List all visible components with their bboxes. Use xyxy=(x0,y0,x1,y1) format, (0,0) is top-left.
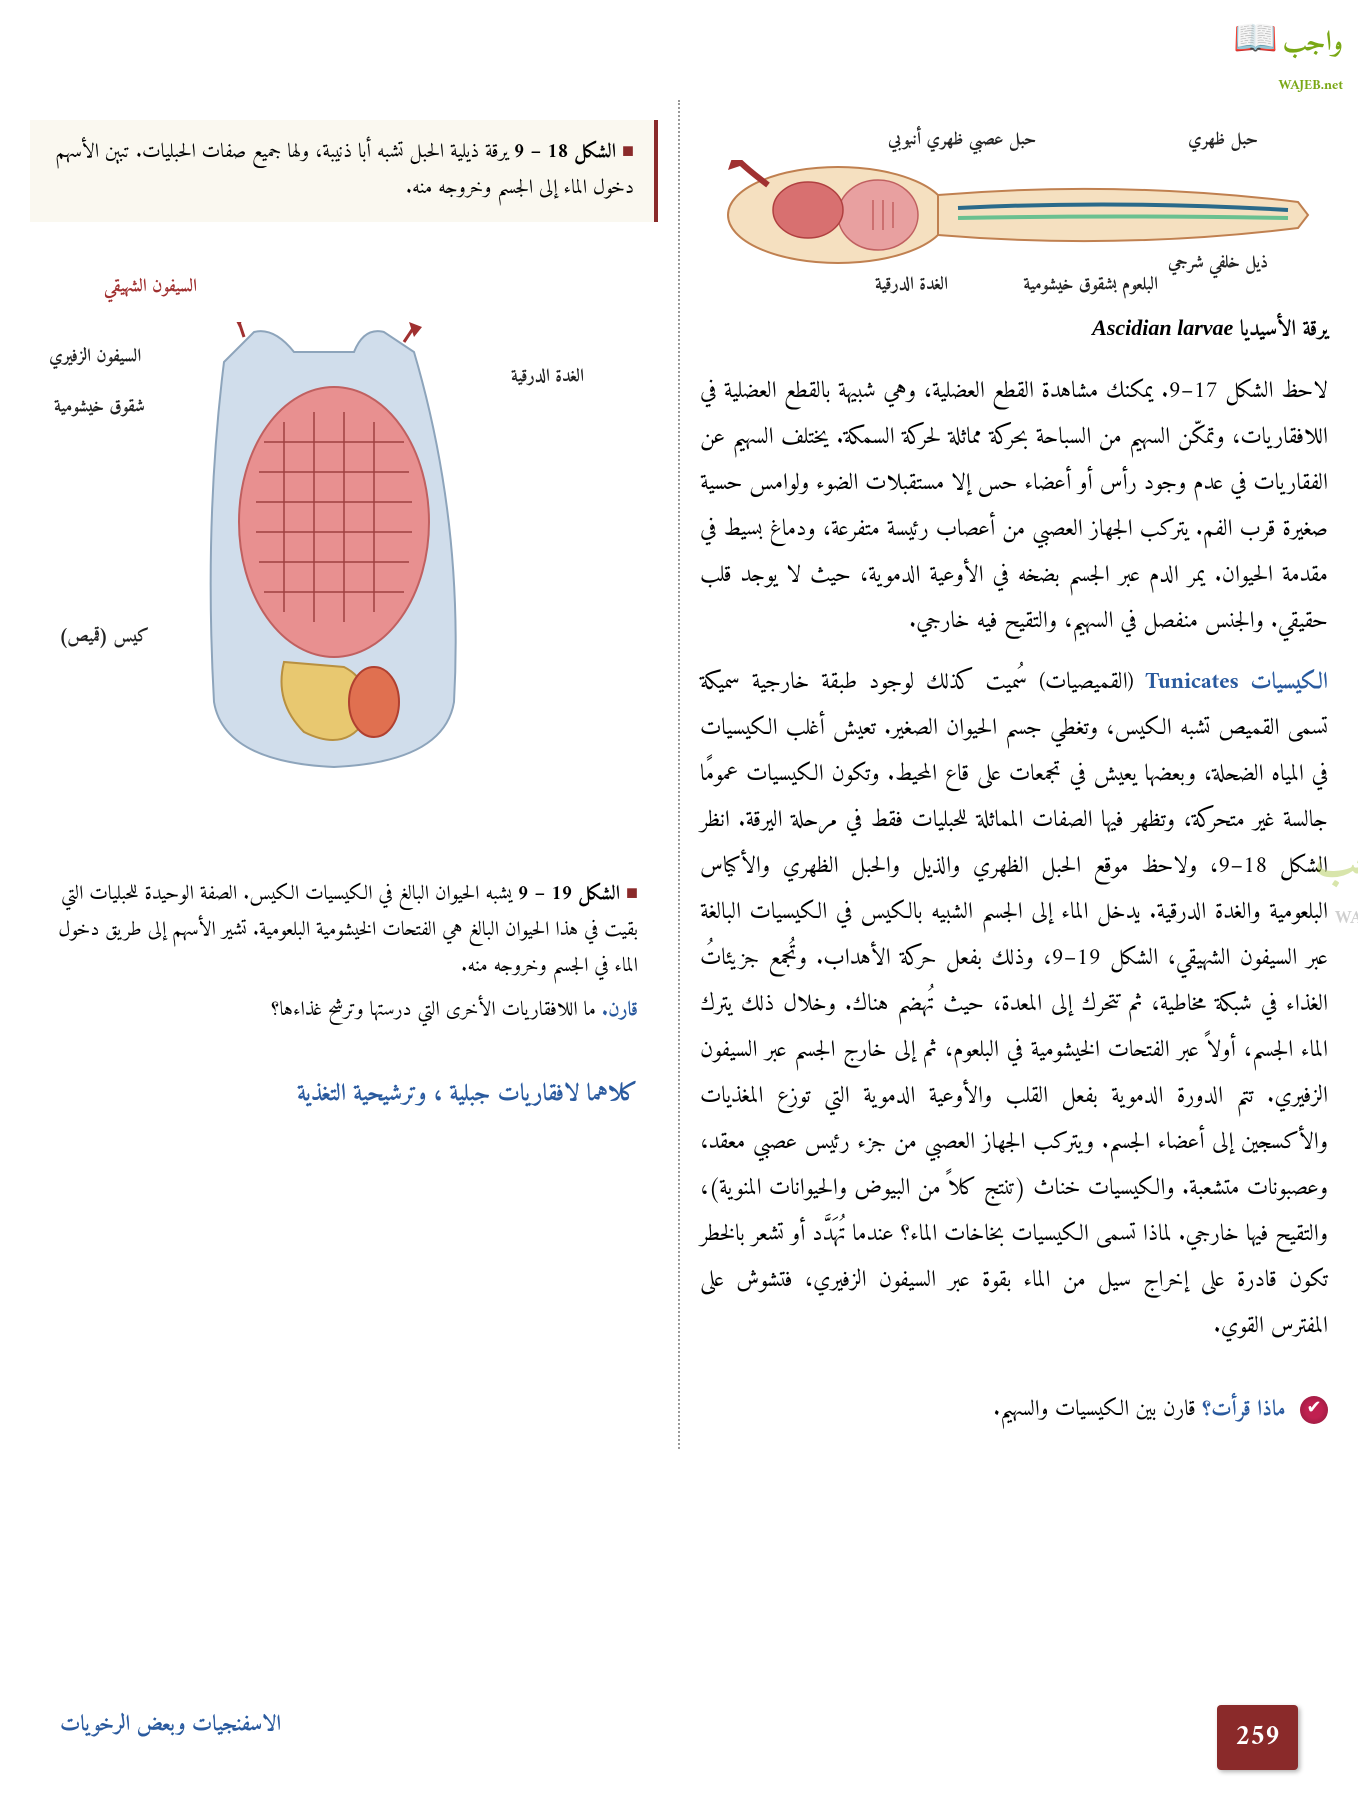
site-logo: واجب 📖 WAJEB.net xyxy=(1233,10,1343,98)
question-label: ماذا قرأت؟ xyxy=(1202,1390,1285,1429)
question-text: قارن بين الكيسيات والسهيم. xyxy=(993,1390,1196,1429)
larva-diagram: حبل عصبي ظهري أنبوبي حبل ظهري ذيل خلفي ش… xyxy=(708,120,1328,300)
tunicates-heading: الكيسيات Tunicates xyxy=(1145,662,1328,703)
label-thyroid: الغدة الدرقية xyxy=(875,270,948,301)
page-footer: 259 الاسفنجيات وبعض الرخويات xyxy=(0,1705,1358,1770)
read-question: ✔ ماذا قرأت؟ قارن بين الكيسيات والسهيم. xyxy=(700,1390,1328,1429)
book-icon: 📖 xyxy=(1233,10,1278,73)
page-number: 259 xyxy=(1217,1705,1298,1770)
compare-text: ما اللافقاريات الأخرى التي درستها وترشح … xyxy=(271,993,596,1028)
label-dorsal-cord: حبل ظهري xyxy=(1188,125,1258,156)
logo-text-en: WAJEB.net xyxy=(1233,73,1343,98)
section-title: الاسفنجيات وبعض الرخويات xyxy=(60,1705,281,1770)
tunicate-diagram: السيفون الشهيقي السيفون الزفيري الغدة ال… xyxy=(44,262,644,822)
fig18-marker: ■ xyxy=(622,135,634,170)
answer-text: كلاهما لافقاريات جبلية ، وترشيحية التغذي… xyxy=(30,1064,658,1126)
compare-label: قارن. xyxy=(602,993,638,1028)
label-nerve-cord: حبل عصبي ظهري أنبوبي xyxy=(888,125,1036,156)
label-thyroid-tunicate: الغدة الدرقية xyxy=(511,362,584,393)
logo-text-ar: واجب xyxy=(1283,19,1343,68)
figure-19-caption: ■ الشكل 19 – 9 يشبه الحيوان البالغ في ال… xyxy=(30,862,658,1044)
label-pharynx: البلعوم بشقوق خيشومية xyxy=(1023,270,1158,301)
figure-18-caption: ■ الشكل 18 – 9 يرقة ذيلية الحبل تشبه أبا… xyxy=(30,120,658,222)
larva-title-latin: Ascidian larvae xyxy=(1092,315,1233,341)
figure-column: ■ الشكل 18 – 9 يرقة ذيلية الحبل تشبه أبا… xyxy=(0,100,678,1449)
paragraph-2: الكيسيات Tunicates (القميصيات) سُميت كذل… xyxy=(700,660,1328,1350)
fig19-marker: ■ xyxy=(626,877,638,912)
tunicates-body: سُميت كذلك لوجود طبقة خارجية سميكة تسمى … xyxy=(700,662,1328,1347)
label-gill-slits: شقوق خيشومية xyxy=(54,392,145,423)
fig19-label: الشكل 19 – 9 xyxy=(518,877,620,912)
tunicates-paren: (القميصيات) xyxy=(1039,662,1133,703)
fig18-label: الشكل 18 – 9 xyxy=(514,135,616,170)
tunicate-svg xyxy=(164,322,504,782)
figure-larva: حبل عصبي ظهري أنبوبي حبل ظهري ذيل خلفي ش… xyxy=(700,120,1328,349)
larva-title-ar: يرقة الأسيديا xyxy=(1240,310,1328,349)
larva-caption: يرقة الأسيديا Ascidian larvae xyxy=(700,310,1328,349)
paragraph-1: لاحظ الشكل 17–9. يمكنك مشاهدة القطع العض… xyxy=(700,369,1328,645)
label-tail: ذيل خلفي شرجي xyxy=(1168,248,1268,279)
main-text-column: حبل عصبي ظهري أنبوبي حبل ظهري ذيل خلفي ش… xyxy=(678,100,1358,1449)
page-content: حبل عصبي ظهري أنبوبي حبل ظهري ذيل خلفي ش… xyxy=(0,100,1358,1449)
question-icon: ✔ xyxy=(1300,1396,1328,1424)
label-siphon-in: السيفون الشهيقي xyxy=(104,272,197,303)
label-siphon-out: السيفون الزفيري xyxy=(49,342,141,373)
label-tunic: كيس (قميص) xyxy=(59,622,149,653)
